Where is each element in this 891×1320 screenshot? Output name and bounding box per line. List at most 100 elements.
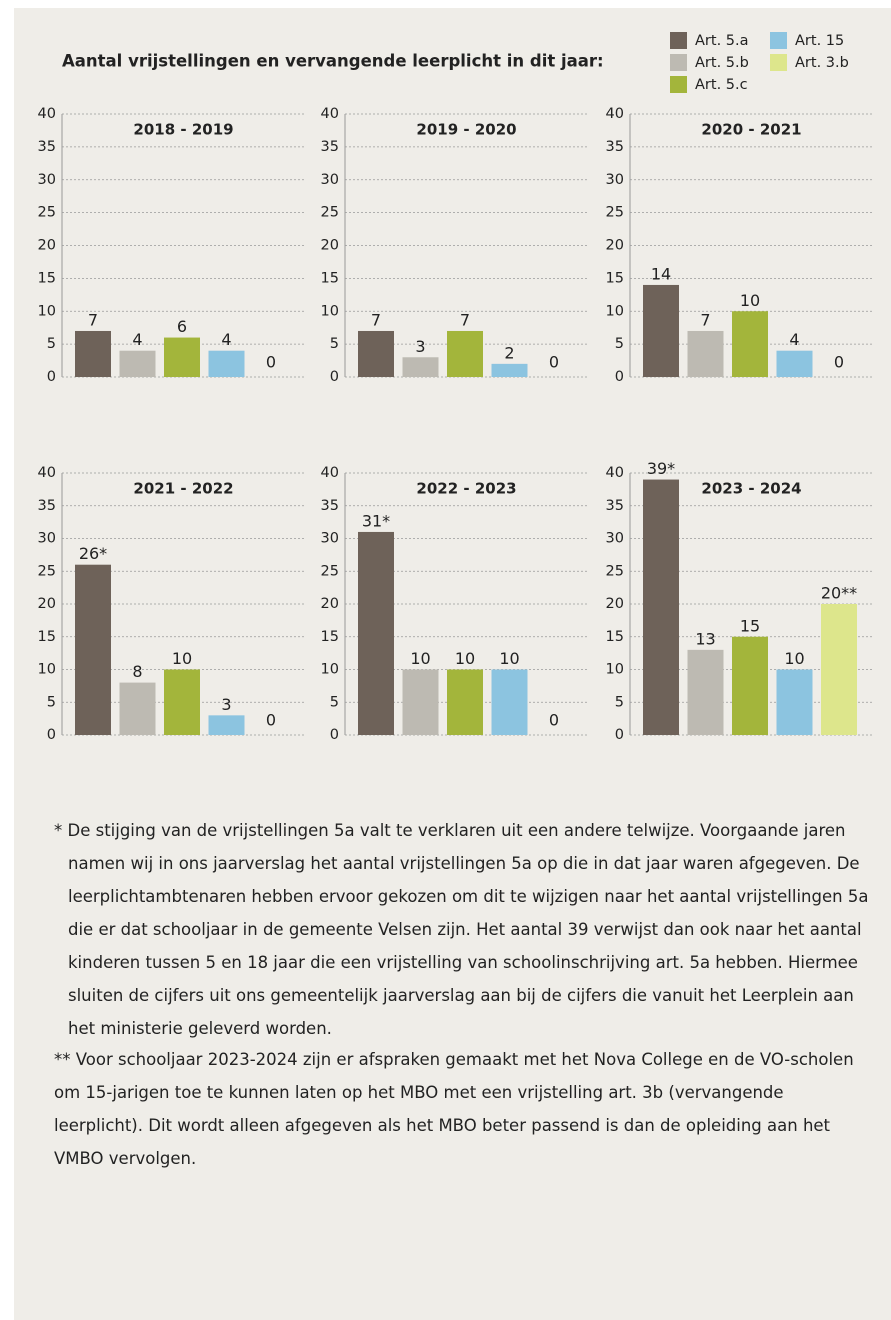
y-tick-label: 15: [321, 270, 339, 286]
bar: [447, 669, 483, 735]
value-label: 6: [177, 317, 187, 336]
y-tick-label: 35: [321, 139, 339, 155]
bar: [776, 350, 813, 377]
y-tick-label: 40: [606, 465, 624, 481]
value-label: 0: [834, 353, 844, 372]
chart-title: Aantal vrijstellingen en vervangende lee…: [62, 52, 604, 71]
value-label: 10: [784, 649, 804, 668]
legend-label: Art. 5.c: [695, 77, 748, 93]
y-tick-label: 5: [615, 336, 624, 352]
footnote: ** Voor schooljaar 2023-2024 zijn er afs…: [54, 1050, 854, 1168]
y-tick-label: 30: [321, 172, 339, 188]
bar: [358, 330, 394, 377]
bar: [447, 330, 483, 377]
value-label: 3: [221, 695, 231, 714]
footnote: * De stijging van de vrijstellingen 5a v…: [54, 821, 869, 1038]
y-tick-label: 10: [38, 303, 56, 319]
bar: [491, 363, 528, 377]
y-tick-label: 30: [606, 531, 624, 547]
value-label: 0: [266, 353, 276, 372]
y-tick-label: 0: [615, 369, 624, 385]
value-label: 10: [410, 649, 430, 668]
panel-title: 2023 - 2024: [701, 480, 801, 498]
bar: [119, 682, 156, 735]
y-tick-label: 15: [38, 629, 56, 645]
y-tick-label: 40: [321, 465, 339, 481]
y-tick-label: 0: [615, 727, 624, 743]
legend-swatch: [670, 54, 687, 71]
bar: [164, 337, 200, 377]
bar: [821, 604, 857, 735]
y-tick-label: 10: [38, 662, 56, 678]
y-tick-label: 40: [606, 106, 624, 122]
y-tick-label: 15: [606, 270, 624, 286]
y-tick-label: 35: [606, 498, 624, 514]
bar: [732, 311, 768, 377]
value-label: 20**: [821, 584, 857, 603]
y-tick-label: 25: [606, 563, 624, 579]
bar: [687, 330, 724, 377]
value-label: 7: [460, 310, 470, 329]
y-tick-label: 35: [38, 139, 56, 155]
bar: [687, 649, 724, 735]
bar: [643, 479, 679, 735]
value-label: 39*: [647, 459, 675, 478]
y-tick-label: 5: [330, 336, 339, 352]
y-tick-label: 20: [38, 238, 56, 254]
y-tick-label: 10: [606, 303, 624, 319]
y-tick-label: 25: [38, 563, 56, 579]
y-tick-label: 5: [330, 694, 339, 710]
y-tick-label: 10: [321, 303, 339, 319]
y-tick-label: 15: [321, 629, 339, 645]
legend-swatch: [670, 32, 687, 49]
value-label: 10: [172, 649, 192, 668]
value-label: 3: [415, 337, 425, 356]
y-tick-label: 5: [47, 336, 56, 352]
y-tick-label: 0: [47, 727, 56, 743]
value-label: 7: [88, 310, 98, 329]
y-tick-label: 35: [606, 139, 624, 155]
y-tick-label: 30: [38, 531, 56, 547]
y-tick-label: 35: [38, 498, 56, 514]
y-tick-label: 30: [321, 531, 339, 547]
bar: [776, 669, 813, 735]
value-label: 15: [740, 616, 760, 635]
y-tick-label: 15: [38, 270, 56, 286]
y-tick-label: 30: [38, 172, 56, 188]
legend-swatch: [770, 54, 787, 71]
y-tick-label: 25: [321, 563, 339, 579]
bar: [119, 350, 156, 377]
y-tick-label: 5: [47, 694, 56, 710]
bar: [402, 669, 439, 735]
bar: [402, 357, 439, 377]
y-tick-label: 20: [321, 596, 339, 612]
y-tick-label: 0: [330, 369, 339, 385]
panel-title: 2020 - 2021: [701, 121, 801, 139]
panel-title: 2021 - 2022: [133, 480, 233, 498]
value-label: 4: [132, 330, 142, 349]
legend-swatch: [670, 76, 687, 93]
bar: [643, 284, 679, 377]
y-tick-label: 20: [606, 238, 624, 254]
value-label: 31*: [362, 511, 390, 530]
bar: [208, 350, 245, 377]
y-tick-label: 10: [321, 662, 339, 678]
legend-label: Art. 3.b: [795, 55, 849, 71]
legend-label: Art. 5.a: [695, 33, 749, 49]
value-label: 13: [695, 629, 715, 648]
value-label: 8: [132, 662, 142, 681]
y-tick-label: 35: [321, 498, 339, 514]
bar: [732, 636, 768, 735]
value-label: 0: [549, 353, 559, 372]
y-tick-label: 20: [606, 596, 624, 612]
value-label: 14: [651, 264, 671, 283]
y-tick-label: 40: [321, 106, 339, 122]
y-tick-label: 25: [321, 205, 339, 221]
y-tick-label: 5: [615, 694, 624, 710]
bar: [208, 715, 245, 735]
value-label: 7: [371, 310, 381, 329]
value-label: 26*: [79, 544, 107, 563]
bar: [75, 564, 111, 735]
y-tick-label: 30: [606, 172, 624, 188]
